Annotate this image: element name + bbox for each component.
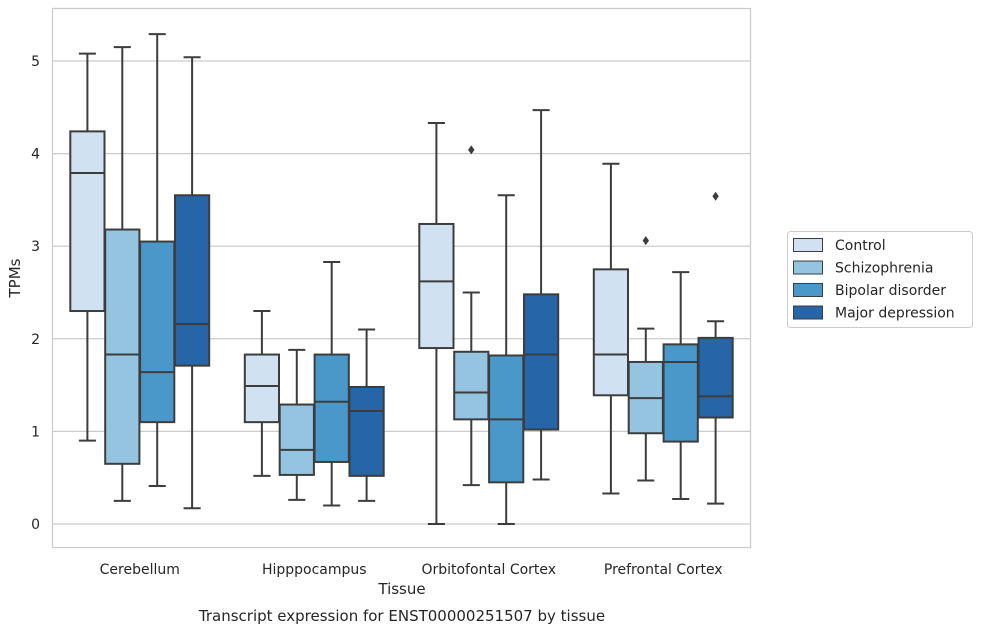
box-iqr — [453, 350, 490, 421]
box-iqr — [592, 268, 630, 397]
box-bipolar-disorder — [488, 194, 525, 525]
box-iqr — [243, 353, 281, 424]
legend-swatch — [793, 305, 823, 320]
box-major-depression — [173, 56, 211, 510]
legend-label: Control — [835, 238, 886, 254]
y-tick-label: 4 — [31, 147, 40, 163]
box-iqr — [104, 228, 141, 465]
x-tick-label: Orbitofontal Cortex — [421, 562, 556, 578]
x-tick-label: Hipppocampus — [262, 562, 367, 578]
y-tick-label: 5 — [31, 54, 40, 70]
x-tick-label: Cerebellum — [100, 562, 180, 578]
legend-label: Schizophrenia — [835, 261, 933, 277]
box-major-depression — [697, 191, 734, 505]
y-tick-label: 2 — [31, 332, 40, 348]
box-iqr — [348, 385, 385, 477]
box-iqr — [522, 293, 560, 431]
y-axis-title: TPMs — [6, 258, 24, 298]
box-control — [418, 122, 455, 525]
box-bipolar-disorder — [313, 260, 350, 507]
box-control — [69, 52, 106, 442]
box-iqr — [697, 336, 734, 419]
box-control — [592, 162, 630, 495]
plot-frame — [51, 7, 752, 549]
box-iqr — [278, 403, 315, 476]
box-control — [243, 310, 281, 477]
boxes-layer — [69, 33, 734, 525]
y-tick-label: 1 — [31, 424, 40, 440]
x-ticks: Cerebellum Hipppocampus Orbitofontal Corte… — [100, 562, 723, 578]
box-major-depression — [348, 328, 385, 502]
y-ticks: 0 1 2 3 4 5 — [31, 54, 40, 533]
box-bipolar-disorder — [662, 271, 699, 500]
box-schizophrenia — [278, 348, 315, 501]
legend-swatch — [793, 283, 823, 297]
box-major-depression — [522, 109, 560, 481]
y-tick-label: 3 — [31, 239, 40, 255]
outlier-point — [642, 236, 649, 246]
box-schizophrenia — [453, 145, 490, 487]
box-iqr — [313, 353, 350, 463]
legend: Control Schizophrenia Bipolar disorder Majo… — [787, 231, 973, 328]
outlier-point — [468, 145, 475, 155]
legend-label: Major depression — [835, 306, 955, 322]
box-iqr — [139, 240, 176, 424]
box-bipolar-disorder — [139, 33, 176, 488]
legend-label: Bipolar disorder — [835, 283, 946, 299]
legend-frame — [787, 231, 973, 328]
chart-caption: Transcript expression for ENST0000025150… — [198, 607, 605, 625]
legend-swatch — [793, 238, 823, 252]
legend-items: Control Schizophrenia Bipolar disorder Majo… — [793, 238, 955, 322]
box-schizophrenia — [627, 236, 664, 482]
box-iqr — [418, 222, 455, 350]
box-iqr — [662, 343, 699, 443]
box-schizophrenia — [104, 46, 141, 502]
x-axis-title: Tissue — [377, 580, 425, 598]
x-tick-label: Prefrontal Cortex — [604, 562, 723, 578]
box-iqr — [69, 130, 106, 313]
legend-swatch — [793, 260, 823, 275]
box-iqr — [173, 194, 211, 367]
outlier-point — [712, 191, 719, 201]
y-tick-label: 0 — [31, 517, 40, 533]
